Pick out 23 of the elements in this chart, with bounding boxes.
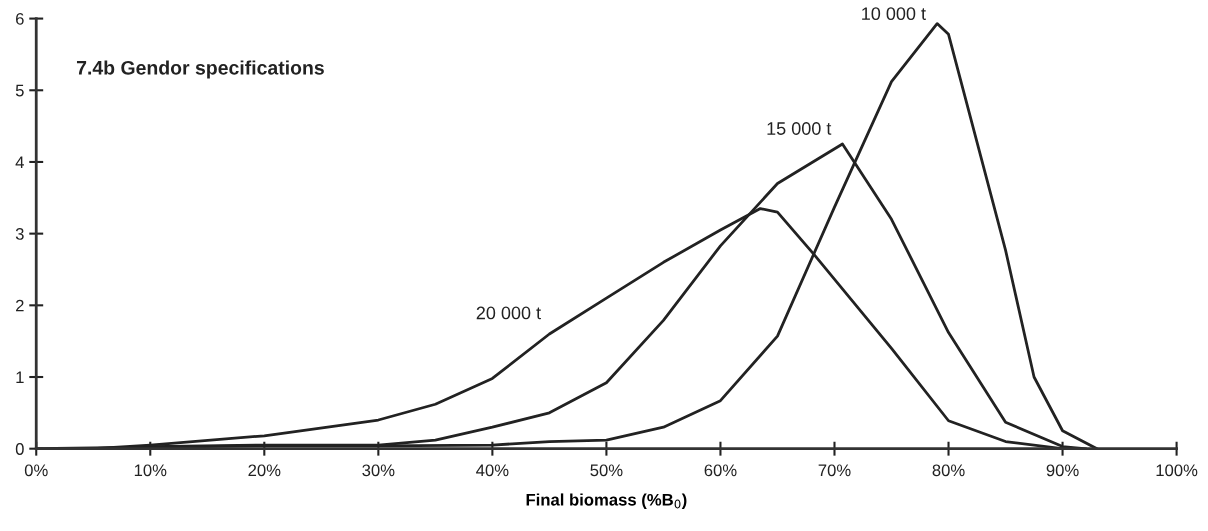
y-tick-label: 4: [15, 156, 24, 168]
x-tick-label: 60%: [704, 464, 737, 477]
y-tick-label: 6: [16, 12, 24, 25]
x-tick-label: 10%: [134, 464, 167, 477]
x-tick-label: 0%: [24, 464, 48, 477]
x-tick-label: 90%: [1046, 464, 1079, 477]
series-label: 10 000 t: [862, 7, 926, 21]
series-label: 15 000 t: [767, 122, 832, 135]
x-tick-label: 80%: [932, 464, 965, 477]
text: 7.4b Gendor specifications: [76, 60, 324, 79]
y-tick-label: 3: [15, 228, 24, 240]
y-tick-label: 2: [16, 299, 24, 312]
series-label: 20 000 t: [476, 306, 541, 320]
x-tick-label: 70%: [818, 464, 851, 477]
y-tick-label: 5: [15, 84, 24, 97]
x-tick-label: 50%: [590, 464, 623, 477]
y-tick-label: 1: [16, 371, 24, 384]
x-tick-label: 100%: [1156, 464, 1198, 477]
x-axis-title: Final biomass (%B$_{0}$): [526, 493, 687, 509]
x-tick-label: 30%: [362, 464, 395, 477]
x-tick-label: 40%: [476, 464, 509, 477]
y-tick-label: 0: [15, 443, 24, 455]
x-tick-label: 20%: [248, 464, 281, 477]
